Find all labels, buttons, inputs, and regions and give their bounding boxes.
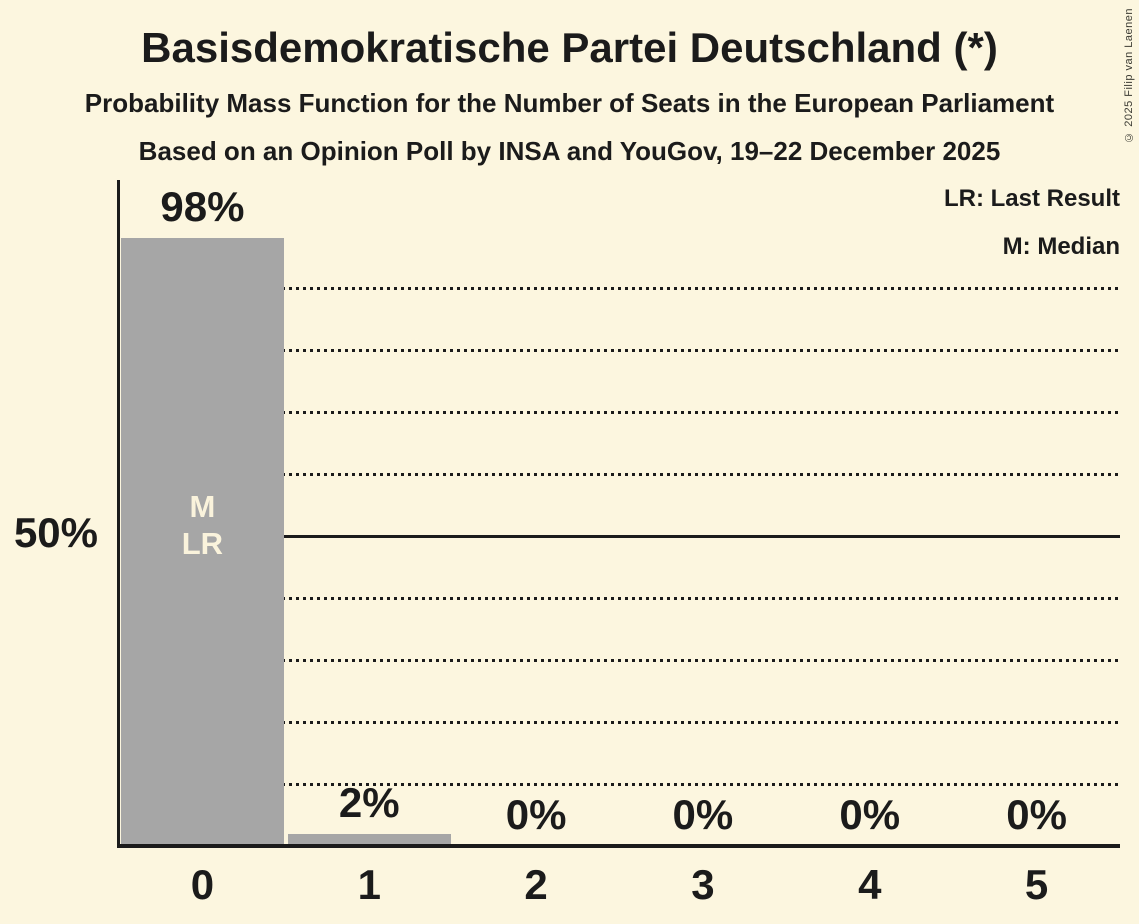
marker-label-lr: LR [181, 526, 224, 562]
gridline-80pct [121, 348, 1120, 352]
gridline-50pct-solid [121, 534, 1120, 538]
x-axis-line [117, 844, 1120, 848]
chart-subtitle: Probability Mass Function for the Number… [84, 88, 1055, 118]
chart-source-note: Based on an Opinion Poll by INSA and You… [138, 136, 1001, 166]
x-tick-label-5: 5 [1024, 861, 1049, 908]
chart-title: Basisdemokratische Partei Deutschland (*… [141, 24, 998, 71]
gridline-10pct [121, 782, 1120, 786]
median-last-result-marker: M LR [182, 488, 223, 562]
gridline-70pct [121, 410, 1120, 414]
x-tick-label-2: 2 [524, 861, 548, 908]
x-tick-label-0: 0 [190, 861, 215, 908]
bar-value-label-4: 0% [839, 791, 901, 838]
bar-value-label-5: 0% [1006, 791, 1067, 838]
x-tick-label-1: 1 [357, 861, 381, 908]
gridline-20pct [121, 720, 1120, 724]
x-tick-label-3: 3 [691, 861, 715, 908]
legend-median: M: Median [1002, 233, 1120, 260]
gridline-40pct [121, 596, 1120, 600]
bar-seats-1 [287, 833, 451, 846]
x-tick-label-4: 4 [858, 861, 882, 908]
gridline-90pct [121, 286, 1120, 290]
bar-seats-0 [121, 238, 284, 846]
copyright-notice: © 2025 Filip van Laenen [1123, 8, 1135, 143]
legend-last-result: LR: Last Result [943, 185, 1120, 212]
gridline-60pct [121, 472, 1120, 476]
gridline-30pct [121, 658, 1120, 662]
bar-value-label-1: 2% [338, 778, 400, 826]
bar-value-label-2: 0% [505, 791, 567, 838]
bar-value-label-0: 98% [160, 183, 245, 231]
y-axis-line [117, 180, 120, 848]
marker-label-m: M [189, 489, 216, 524]
y-axis-tick-label-50: 50% [13, 509, 98, 556]
bar-value-label-3: 0% [672, 791, 734, 838]
